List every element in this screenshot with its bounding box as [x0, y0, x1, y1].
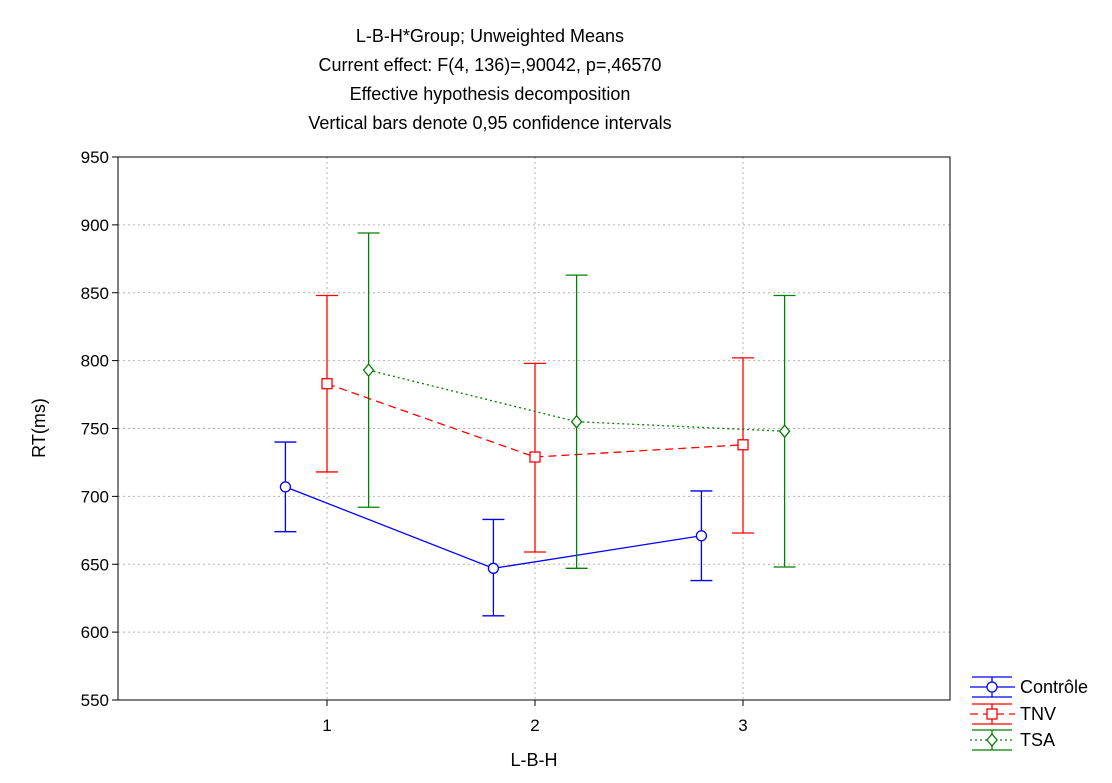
legend-marker-1	[986, 708, 998, 720]
x-tick-label-2: 3	[738, 716, 747, 735]
y-tick-label-5: 800	[81, 352, 109, 371]
legend-label-2: TSA	[1020, 730, 1055, 750]
series-2-point-2	[778, 424, 791, 439]
x-axis: 1 2 3	[322, 700, 748, 735]
legend-label-1: TNV	[1020, 704, 1056, 724]
legend-item-1: TNV	[970, 703, 1056, 725]
legend-item-0: Contrôle	[970, 676, 1088, 698]
x-tick-label-1: 2	[530, 716, 539, 735]
y-tick-label-4: 750	[81, 420, 109, 439]
series-1-point-0	[321, 378, 333, 390]
y-tick-label-6: 850	[81, 284, 109, 303]
title-line-3: Effective hypothesis decomposition	[350, 84, 631, 104]
title-line-2: Current effect: F(4, 136)=,90042, p=,465…	[319, 55, 662, 75]
series-1-point-2	[737, 439, 749, 451]
y-axis-label: RT(ms)	[29, 398, 49, 458]
series-0-point-2	[695, 530, 708, 542]
series-2-point-0	[362, 363, 375, 378]
x-tick-label-0: 1	[322, 716, 331, 735]
legend-marker-0	[986, 681, 998, 693]
series-2	[357, 232, 796, 569]
series-1	[316, 294, 754, 553]
title-line-1: L-B-H*Group; Unweighted Means	[356, 26, 624, 46]
legend-item-2: TSA	[970, 729, 1055, 751]
series-0-point-1	[487, 562, 500, 574]
y-tick-label-8: 950	[81, 148, 109, 167]
y-axis: 550 600 650 700 750 800 850 900 950	[81, 148, 118, 710]
series-2-point-1	[570, 414, 583, 429]
series-1-point-1	[529, 451, 541, 463]
y-tick-label-3: 700	[81, 487, 109, 506]
chart-title: L-B-H*Group; Unweighted Means Current ef…	[308, 26, 671, 133]
legend-label-0: Contrôle	[1020, 677, 1088, 697]
y-tick-label-0: 550	[81, 691, 109, 710]
legend-marker-2	[986, 732, 998, 748]
series-layer	[274, 232, 796, 617]
series-0-point-0	[279, 481, 292, 493]
y-tick-label-1: 600	[81, 623, 109, 642]
y-tick-label-2: 650	[81, 555, 109, 574]
title-line-4: Vertical bars denote 0,95 confidence int…	[308, 113, 671, 133]
series-2-line	[368, 369, 785, 432]
legend: Contrôle TNV TSA	[970, 676, 1088, 751]
series-0	[274, 441, 713, 617]
x-axis-label: L-B-H	[510, 750, 557, 770]
y-tick-label-7: 900	[81, 216, 109, 235]
